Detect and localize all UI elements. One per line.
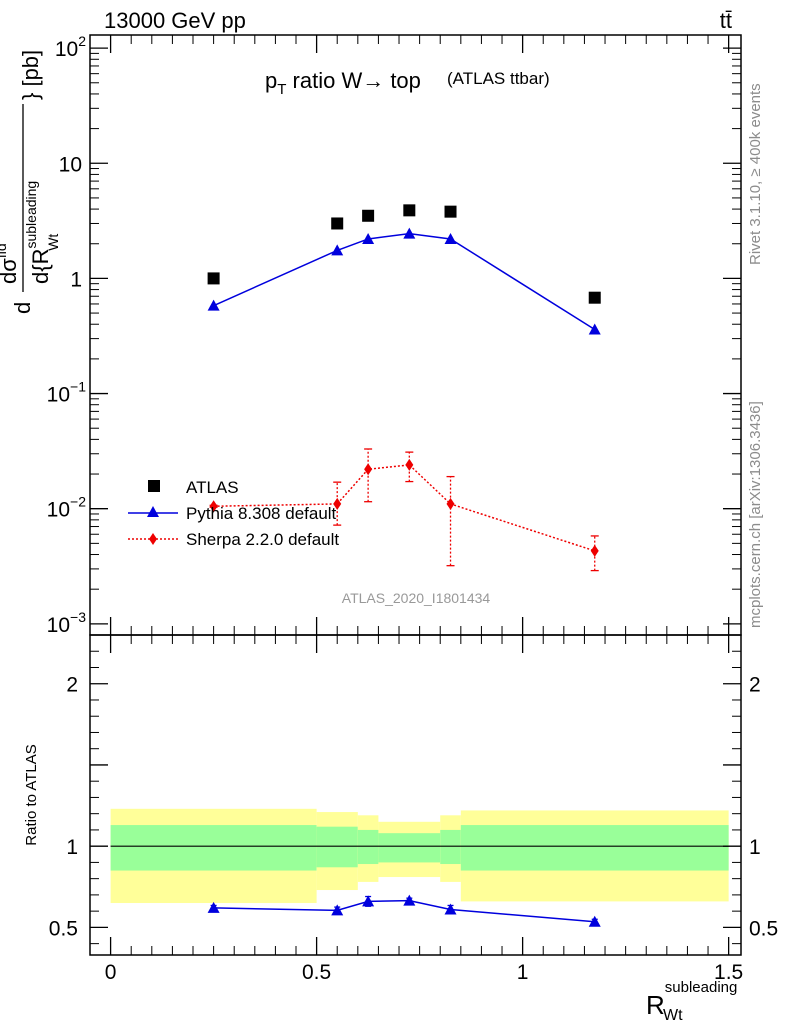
ratio-band-inner [357,829,379,865]
main-point-pythia [588,323,601,335]
ratio-point-pythia [362,895,375,907]
main-ytick-exp: −3 [70,609,86,625]
ylabel-sup: subleading [23,181,39,249]
mcplots-label: mcplots.cern.ch [arXiv:1306.3436] [747,401,764,628]
ratio-point-pythia [588,915,601,927]
ratio-point-pythia [444,903,457,915]
main-ytick-base: 10 [47,499,70,522]
rivet-label: Rivet 3.1.10, ≥ 400k events [747,83,764,265]
main-point-sherpa [590,544,599,557]
ratio-ytick-label-right: 0.5 [749,917,778,940]
main-point-pythia [207,299,220,311]
xlabel: Rsubleading [646,979,737,1020]
ratio-ytick-label: 0.5 [49,917,78,940]
ylabel-denominator: d{Rsubleading Wt [23,181,61,284]
xlabel-sup: subleading [665,979,738,996]
process-label: tt̄ [720,8,732,33]
ratio-band-inner [378,833,441,863]
legend: ATLAS Pythia 8.308 default Sherpa 2.2.0 … [128,478,339,549]
ylabel-d-denominator: d [10,302,35,314]
main-point-sherpa [209,500,218,513]
ratio-xtick-label: 0 [105,961,117,984]
main-point-pythia [331,244,344,256]
ratio-uncertainty-bands [110,808,729,904]
main-point-atlas [207,272,220,285]
ratio-band-inner [460,825,729,871]
main-ytick-label: 10−1 [47,379,87,407]
ratio-ytick-label: 2 [66,674,78,697]
main-ytick-base: 10 [47,614,70,637]
main-point-pythia [403,227,416,239]
ratio-point-pythia [403,894,416,906]
main-ytick-label: 102 [55,33,86,61]
ratio-ylabel: Ratio to ATLAS [23,744,40,845]
xlabel-R: R [646,990,665,1020]
ylabel-fid: fid [0,243,9,258]
ylabel-unit: } [pb] [18,50,43,100]
ylabel-dR: d{R [28,249,53,284]
legend-marker-pythia [147,506,159,517]
main-ytick-label: 10−2 [47,494,87,522]
legend-label-atlas: ATLAS [186,478,239,497]
main-ylabel: d dσfid d{Rsubleading Wt } [pb] [0,50,61,314]
main-ytick-exp: −1 [70,379,86,395]
legend-marker-atlas [148,480,160,492]
legend-label-pythia: Pythia 8.308 default [186,504,337,523]
main-series-line [213,464,595,552]
ratio-frame [89,634,742,956]
ylabel-sub: Wt [45,234,61,251]
xlabel-sub: Wt [663,1007,683,1024]
main-ytick-exp: −2 [70,494,86,510]
main-point-atlas [403,204,416,217]
ratio-panel: 0 0.5 1 1.5 0.5 0.5 1 1 2 2 Ratio to ATLAS Rsuble… [23,634,778,1024]
ratio-xtick-label: 1.5 [714,961,743,984]
main-point-sherpa [446,497,455,510]
main-ytick-base: 10 [55,38,78,61]
main-point-atlas [362,209,375,222]
ylabel-numerator: dσfid [0,243,21,284]
main-point-pythia [444,232,457,244]
main-title-small: (ATLAS ttbar) [447,69,550,88]
title-rest: ratio W→ top [286,68,420,93]
ratio-data-marks [207,894,601,927]
ratio-ytick-label-right: 1 [749,836,761,859]
main-point-sherpa [333,497,342,510]
main-point-atlas [331,217,344,230]
main-ytick-label: 10−3 [47,609,87,637]
ratio-point-pythia [207,901,220,913]
legend-marker-sherpa [149,533,157,545]
ratio-series-line [213,899,595,923]
ratio-band-inner [110,825,317,871]
ratio-ytick-label-right: 2 [749,674,761,697]
ylabel-dsigma: dσ [0,258,21,284]
legend-label-sherpa: Sherpa 2.2.0 default [186,530,339,549]
main-ytick-base: 10 [47,384,70,407]
ratio-point-pythia [331,904,344,916]
main-ytick-label: 10 [59,153,82,176]
analysis-watermark: ATLAS_2020_I1801434 [342,590,491,606]
main-point-atlas [588,291,601,304]
main-point-atlas [444,205,457,218]
title-p: p [265,68,277,93]
main-ytick-label: 1 [70,268,82,291]
main-point-pythia [362,232,375,244]
energy-label: 13000 GeV pp [104,8,246,33]
main-title: pT ratio W→ top [265,68,421,98]
ratio-band-inner [316,826,358,868]
main-data-marks [207,204,601,572]
ratio-axis-ticks: 0 0.5 1 1.5 0.5 0.5 1 1 2 2 [49,635,778,984]
main-point-sherpa [364,463,373,476]
ylabel-d: d [10,302,35,314]
ratio-xtick-label: 0.5 [302,961,331,984]
title-sub: T [277,81,286,98]
main-ytick-exp: 2 [78,33,86,49]
main-point-sherpa [405,458,414,471]
ratio-ytick-label: 1 [66,836,78,859]
ratio-xtick-label: 1 [517,961,529,984]
ratio-band-inner [440,829,461,865]
main-series-line [213,232,596,331]
